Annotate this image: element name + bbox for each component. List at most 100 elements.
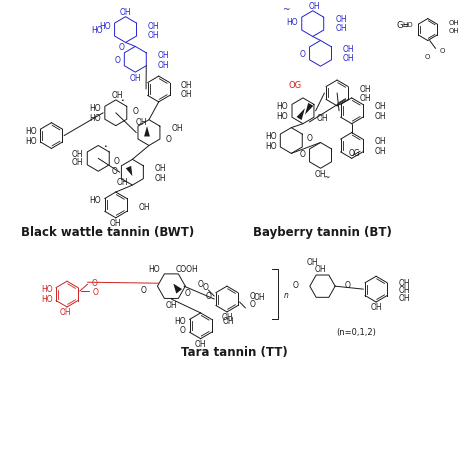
- Polygon shape: [297, 109, 305, 121]
- Text: O: O: [249, 299, 255, 308]
- Text: OH: OH: [374, 147, 386, 156]
- Text: OH: OH: [112, 91, 124, 100]
- Text: OH: OH: [181, 90, 193, 99]
- Text: O: O: [198, 279, 203, 288]
- Text: HO: HO: [41, 284, 53, 293]
- Text: OH: OH: [359, 84, 371, 93]
- Text: OH: OH: [72, 150, 83, 158]
- Text: OH: OH: [158, 51, 169, 60]
- Text: OH: OH: [374, 112, 386, 121]
- Text: O: O: [292, 280, 298, 289]
- Text: HO: HO: [402, 21, 413, 28]
- Text: OH: OH: [155, 173, 166, 182]
- Text: HO: HO: [90, 104, 101, 113]
- Text: OH: OH: [136, 117, 147, 126]
- Text: OH: OH: [399, 278, 410, 287]
- Text: OH: OH: [223, 317, 235, 326]
- Text: HO: HO: [265, 142, 277, 151]
- Text: O: O: [425, 54, 430, 60]
- Text: O: O: [185, 288, 191, 298]
- Text: HO: HO: [90, 114, 101, 123]
- Text: O: O: [141, 285, 147, 294]
- Text: HO: HO: [41, 294, 53, 303]
- Text: O: O: [205, 291, 211, 300]
- Text: O: O: [92, 287, 98, 296]
- Text: HO: HO: [90, 196, 101, 205]
- Text: OH: OH: [253, 292, 265, 301]
- Text: •: •: [103, 144, 107, 149]
- Text: HO: HO: [265, 132, 277, 141]
- Text: HO: HO: [174, 317, 186, 326]
- Text: ~: ~: [282, 5, 289, 14]
- Text: OH: OH: [359, 94, 371, 103]
- Text: OH: OH: [343, 54, 355, 63]
- Text: OH: OH: [374, 136, 386, 146]
- Text: OH: OH: [165, 300, 177, 309]
- Text: OH: OH: [374, 102, 386, 111]
- Text: O: O: [118, 43, 125, 52]
- Text: OH: OH: [155, 163, 166, 172]
- Polygon shape: [144, 127, 150, 137]
- Text: HO: HO: [91, 26, 103, 35]
- Text: •: •: [120, 98, 124, 103]
- Text: HO: HO: [148, 264, 160, 273]
- Text: OH: OH: [195, 339, 207, 349]
- Text: OH: OH: [120, 8, 131, 17]
- Text: O: O: [345, 280, 351, 289]
- Text: O: O: [114, 157, 120, 166]
- Text: COOH: COOH: [175, 264, 198, 273]
- Text: HO: HO: [25, 127, 37, 136]
- Text: HO: HO: [25, 136, 37, 146]
- Text: OH: OH: [315, 169, 326, 178]
- Text: OH: OH: [448, 27, 459, 34]
- Text: OH: OH: [148, 31, 160, 40]
- Text: OH: OH: [129, 73, 141, 82]
- Text: OH: OH: [399, 285, 410, 294]
- Text: OH: OH: [448, 20, 459, 25]
- Text: OH: OH: [335, 15, 347, 24]
- Text: OH: OH: [138, 203, 150, 212]
- Text: O: O: [91, 278, 97, 287]
- Polygon shape: [126, 167, 132, 177]
- Text: HO: HO: [277, 102, 288, 111]
- Text: OH: OH: [158, 61, 169, 70]
- Text: OH: OH: [343, 45, 355, 54]
- Text: Bayberry tannin (BT): Bayberry tannin (BT): [253, 226, 392, 239]
- Text: OH: OH: [317, 113, 328, 122]
- Text: HO: HO: [99, 22, 111, 31]
- Text: OH: OH: [399, 293, 410, 302]
- Text: OG: OG: [349, 149, 361, 157]
- Text: OH: OH: [148, 22, 160, 31]
- Text: OH: OH: [315, 264, 326, 273]
- Text: HO: HO: [277, 112, 288, 121]
- Polygon shape: [305, 104, 313, 116]
- Text: O: O: [307, 134, 313, 143]
- Text: O: O: [202, 282, 209, 291]
- Text: (n=0,1,2): (n=0,1,2): [337, 328, 376, 337]
- Text: OH: OH: [59, 308, 71, 317]
- Text: OH: OH: [172, 124, 183, 133]
- Text: Black wattle tannin (BWT): Black wattle tannin (BWT): [21, 226, 195, 239]
- Text: OH: OH: [307, 258, 319, 266]
- Text: HO: HO: [286, 18, 298, 27]
- Text: OH: OH: [309, 2, 320, 11]
- Text: OH: OH: [335, 24, 347, 33]
- Text: O: O: [132, 107, 138, 116]
- Text: O: O: [249, 291, 255, 300]
- Text: n: n: [283, 290, 288, 299]
- Text: Tara tannin (TT): Tara tannin (TT): [182, 345, 288, 358]
- Text: OG: OG: [289, 81, 302, 89]
- Text: OH: OH: [117, 177, 128, 186]
- Text: O: O: [112, 167, 118, 175]
- Text: OH: OH: [72, 157, 83, 167]
- Text: O: O: [300, 50, 306, 59]
- Text: O: O: [180, 325, 186, 334]
- Text: O: O: [300, 150, 306, 158]
- Text: O: O: [439, 48, 445, 54]
- Text: G=: G=: [397, 21, 410, 30]
- Text: O: O: [115, 56, 121, 65]
- Text: OH: OH: [370, 303, 382, 312]
- Text: ~: ~: [324, 172, 330, 181]
- Text: OH: OH: [181, 81, 193, 89]
- Text: O: O: [165, 135, 172, 144]
